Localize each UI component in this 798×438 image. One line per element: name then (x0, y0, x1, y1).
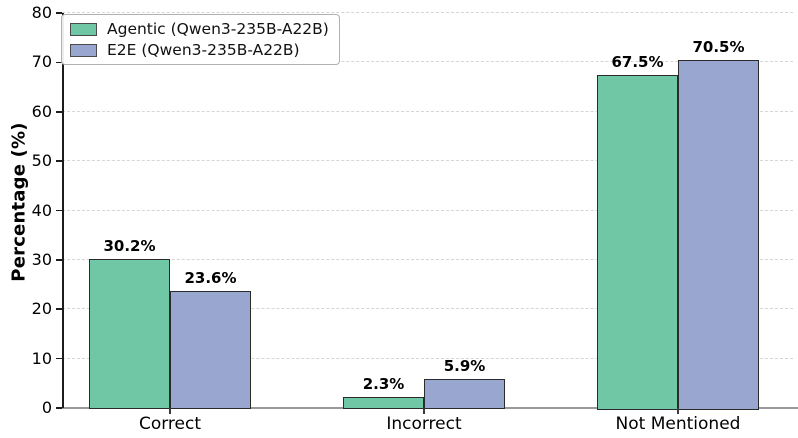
y-tick-label: 0 (41, 398, 52, 417)
x-tick-label: Incorrect (386, 414, 462, 434)
bar (424, 378, 505, 410)
y-axis-tick (56, 357, 62, 360)
bar-value-label: 5.9% (443, 356, 486, 375)
y-tick-label: 80 (31, 3, 52, 22)
bar-value-label: 2.3% (362, 374, 405, 393)
y-tick-label: 10 (31, 348, 52, 368)
legend-swatch (70, 22, 97, 36)
y-axis-tick (56, 12, 62, 14)
grid-line (62, 160, 793, 162)
x-tick-label: Correct (138, 414, 202, 434)
grid-line (62, 110, 793, 112)
bar (597, 74, 678, 410)
bar (678, 59, 759, 410)
bar-value-label: 30.2% (103, 236, 156, 255)
y-axis-tick (56, 110, 62, 113)
bar-value-label: 67.5% (611, 52, 664, 71)
x-axis-tick (677, 408, 679, 414)
grid-line (62, 209, 793, 211)
legend: Agentic (Qwen3-235B-A22B) E2E (Qwen3-235B… (61, 14, 340, 65)
y-tick-label: 20 (31, 299, 52, 319)
grid-line (62, 308, 793, 310)
bar (343, 396, 424, 410)
y-axis-line (62, 13, 64, 408)
bar (170, 291, 251, 410)
bar (89, 258, 170, 410)
grid-line (62, 258, 793, 260)
bar-value-label: 23.6% (184, 269, 237, 288)
x-tick-label: Not Mentioned (615, 414, 741, 434)
y-tick-label: 60 (31, 101, 52, 121)
y-tick-label: 70 (31, 52, 52, 72)
y-tick-label: 30 (31, 249, 52, 269)
x-axis-tick (169, 408, 171, 414)
y-axis-tick (56, 259, 62, 261)
y-axis-tick (56, 209, 62, 212)
y-tick-label: 40 (31, 200, 52, 220)
bar-value-label: 70.5% (692, 37, 745, 56)
legend-label: E2E (Qwen3-235B-A22B) (107, 41, 300, 59)
y-axis-tick (56, 160, 62, 162)
legend-item: Agentic (Qwen3-235B-A22B) (70, 20, 329, 38)
grid-line (62, 61, 793, 63)
grid-line (62, 12, 793, 13)
y-axis-tick (56, 308, 62, 311)
legend-item: E2E (Qwen3-235B-A22B) (70, 41, 329, 59)
y-axis-tick (56, 61, 62, 64)
y-axis-tick (56, 407, 62, 409)
y-tick-label: 50 (31, 151, 52, 171)
legend-swatch (70, 43, 97, 57)
x-axis-tick (423, 408, 425, 414)
grid-line (62, 357, 793, 359)
legend-label: Agentic (Qwen3-235B-A22B) (107, 20, 329, 38)
